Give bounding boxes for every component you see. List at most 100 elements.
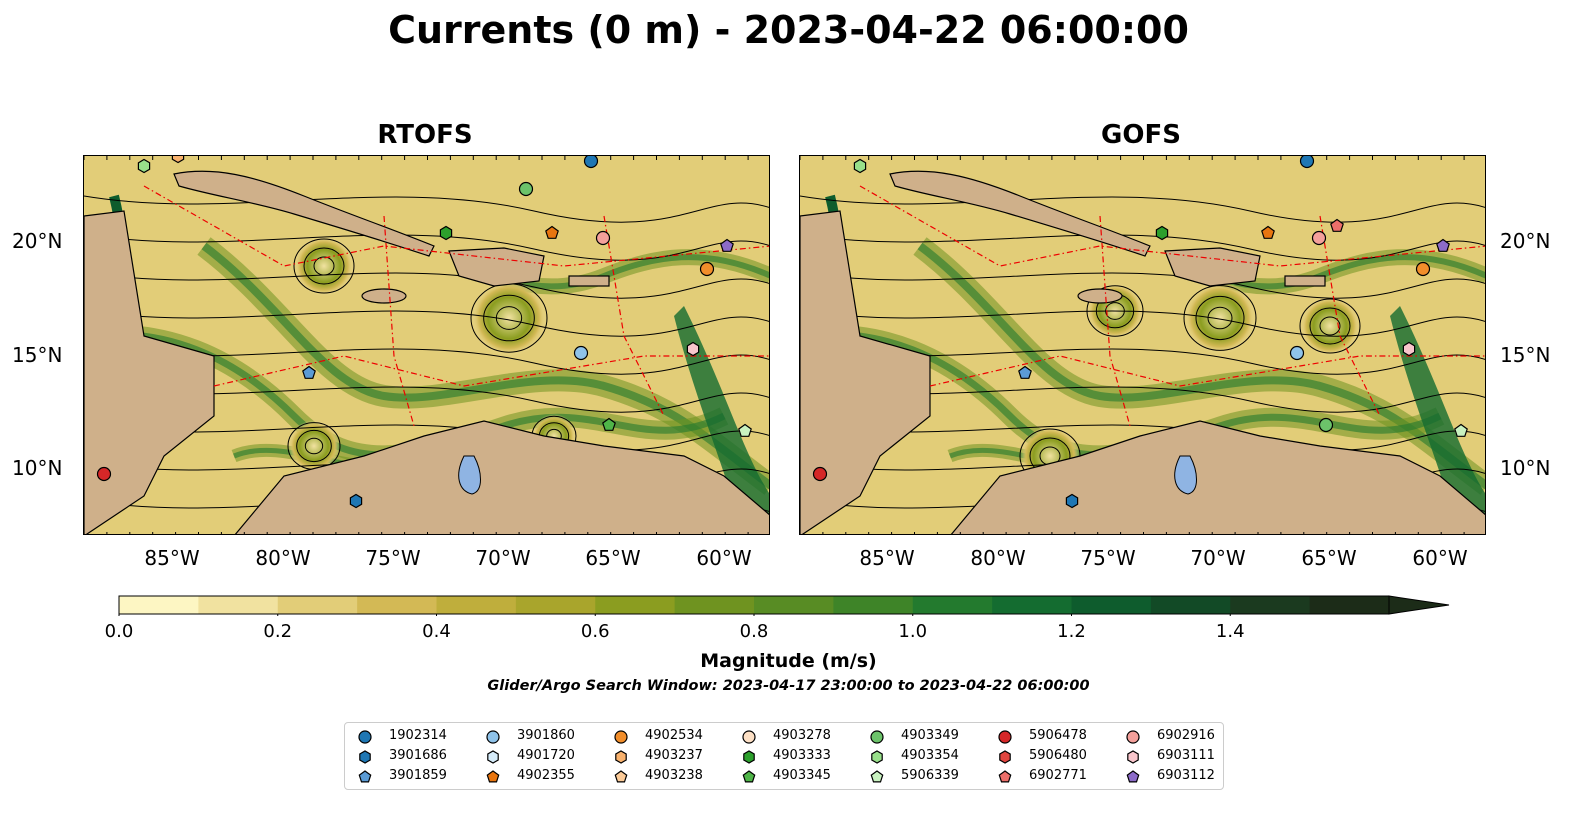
land-jamaica (361, 288, 407, 304)
legend-label: 4903354 (901, 748, 959, 763)
main-title: Currents (0 m) - 2023-04-22 06:00:00 (388, 8, 1189, 52)
float-marker-3901860 (573, 345, 589, 361)
search-window-text: Glider/Argo Search Window: 2023-04-17 23… (487, 678, 1090, 694)
float-marker-4903354 (137, 158, 151, 174)
lat-label-10-left: 10°N (12, 456, 63, 480)
float-marker-4903237 (171, 156, 185, 164)
legend-marker-circle-icon (486, 730, 500, 744)
colorbar-segment (436, 596, 517, 614)
legend-label: 3901859 (389, 768, 447, 783)
lon-label-75-right: 75°W (1080, 546, 1136, 570)
streamline (1309, 307, 1351, 345)
land-central-america (84, 210, 215, 534)
legend-marker-circle-icon (1126, 730, 1140, 744)
colorbar-segment (357, 596, 437, 614)
legend-label: 4903237 (645, 748, 703, 763)
lat-label-20-right: 20°N (1500, 229, 1551, 253)
lon-label-75-left: 75°W (365, 546, 421, 570)
legend-label: 1902314 (389, 728, 447, 743)
float-marker-4902355 (1261, 225, 1275, 239)
map-rtofs[interactable] (83, 155, 770, 535)
float-marker-4903345 (602, 417, 616, 431)
legend-marker-circle-icon (742, 730, 756, 744)
legend-marker-pentagon-icon (998, 770, 1012, 783)
colorbar-segment (1150, 596, 1231, 614)
legend-label: 4903333 (773, 748, 831, 763)
map-gofs[interactable] (799, 155, 1486, 535)
streamline (296, 429, 332, 463)
legend-marker-hexagon-icon (487, 750, 499, 764)
legend-marker-pentagon-icon (358, 770, 372, 783)
legend-marker-hexagon-icon (1127, 750, 1139, 764)
streamline (483, 294, 535, 342)
streamline (800, 233, 1485, 261)
colorbar-segment (277, 596, 358, 614)
eez-boundary (213, 355, 769, 387)
float-marker-6903111 (686, 341, 700, 357)
float-marker-3901686 (349, 493, 363, 509)
eddy (471, 280, 547, 356)
map-rtofs-canvas (84, 156, 769, 534)
legend-label: 4902355 (517, 768, 575, 783)
streamline (1195, 295, 1245, 341)
float-marker-4903349 (518, 181, 534, 197)
streamline (1183, 285, 1257, 351)
colorbar-extend-arrow (1388, 595, 1450, 615)
legend-label: 3901860 (517, 728, 575, 743)
colorbar-segment (595, 596, 676, 614)
float-marker-4903333 (439, 225, 453, 241)
legend-label: 4903349 (901, 728, 959, 743)
colorbar-segment (674, 596, 755, 614)
lat-label-15-right: 15°N (1500, 343, 1551, 367)
lon-label-80-left: 80°W (255, 546, 311, 570)
legend-marker-hexagon-icon (871, 750, 883, 764)
float-marker-4902355 (545, 225, 559, 239)
legend-marker-pentagon-icon (1126, 770, 1140, 783)
colorbar-segment (119, 596, 199, 614)
float-marker-6902916 (595, 230, 611, 246)
land-hispaniola (448, 247, 545, 287)
lat-label-15-left: 15°N (12, 343, 63, 367)
lon-label-65-left: 65°W (585, 546, 641, 570)
lon-label-70-left: 70°W (475, 546, 531, 570)
legend-label: 6903111 (1157, 748, 1215, 763)
float-marker-5906478 (812, 466, 828, 482)
eez-boundary (859, 185, 1485, 267)
streamline (1299, 298, 1361, 354)
colorbar-tick-label: 0.8 (739, 621, 769, 642)
eddy (288, 420, 340, 472)
legend-label: 6903112 (1157, 768, 1215, 783)
lon-label-60-right: 60°W (1412, 546, 1468, 570)
colorbar-tick-label: 0.6 (580, 621, 610, 642)
legend-marker-hexagon-icon (615, 750, 627, 764)
float-marker-3901859 (302, 365, 316, 379)
legend-label: 4903278 (773, 728, 831, 743)
float-marker-3901860 (1289, 345, 1305, 361)
float-marker-6903111 (1402, 341, 1416, 357)
colorbar-tick-label: 1.4 (1215, 621, 1245, 642)
panel-title-gofs: GOFS (1101, 120, 1181, 150)
legend-label: 6902916 (1157, 728, 1215, 743)
float-marker-4902534 (1415, 261, 1431, 277)
legend-marker-circle-icon (998, 730, 1012, 744)
legend-marker-hexagon-icon (359, 750, 371, 764)
legend-marker-pentagon-icon (870, 770, 884, 783)
legend-marker-circle-icon (614, 730, 628, 744)
float-marker-4903333 (1155, 225, 1169, 241)
eddy (1184, 282, 1256, 354)
land-hispaniola (1164, 247, 1261, 287)
land-jamaica (1077, 288, 1123, 304)
eddy (1300, 296, 1360, 356)
streamline (800, 195, 1485, 223)
float-marker-5906339 (738, 423, 752, 437)
panel-title-rtofs: RTOFS (377, 120, 473, 150)
streamline (800, 309, 1485, 337)
streamline (304, 437, 324, 455)
legend-label: 3901686 (389, 748, 447, 763)
colorbar-tick-label: 1.0 (898, 621, 928, 642)
float-marker-4903354 (853, 158, 867, 174)
colorbar-segment (515, 596, 596, 614)
colorbar (118, 595, 1450, 616)
legend: 1902314 3901686 3901859 3901860 4901720 49023… (344, 722, 1224, 790)
colorbar-segment (754, 596, 834, 614)
